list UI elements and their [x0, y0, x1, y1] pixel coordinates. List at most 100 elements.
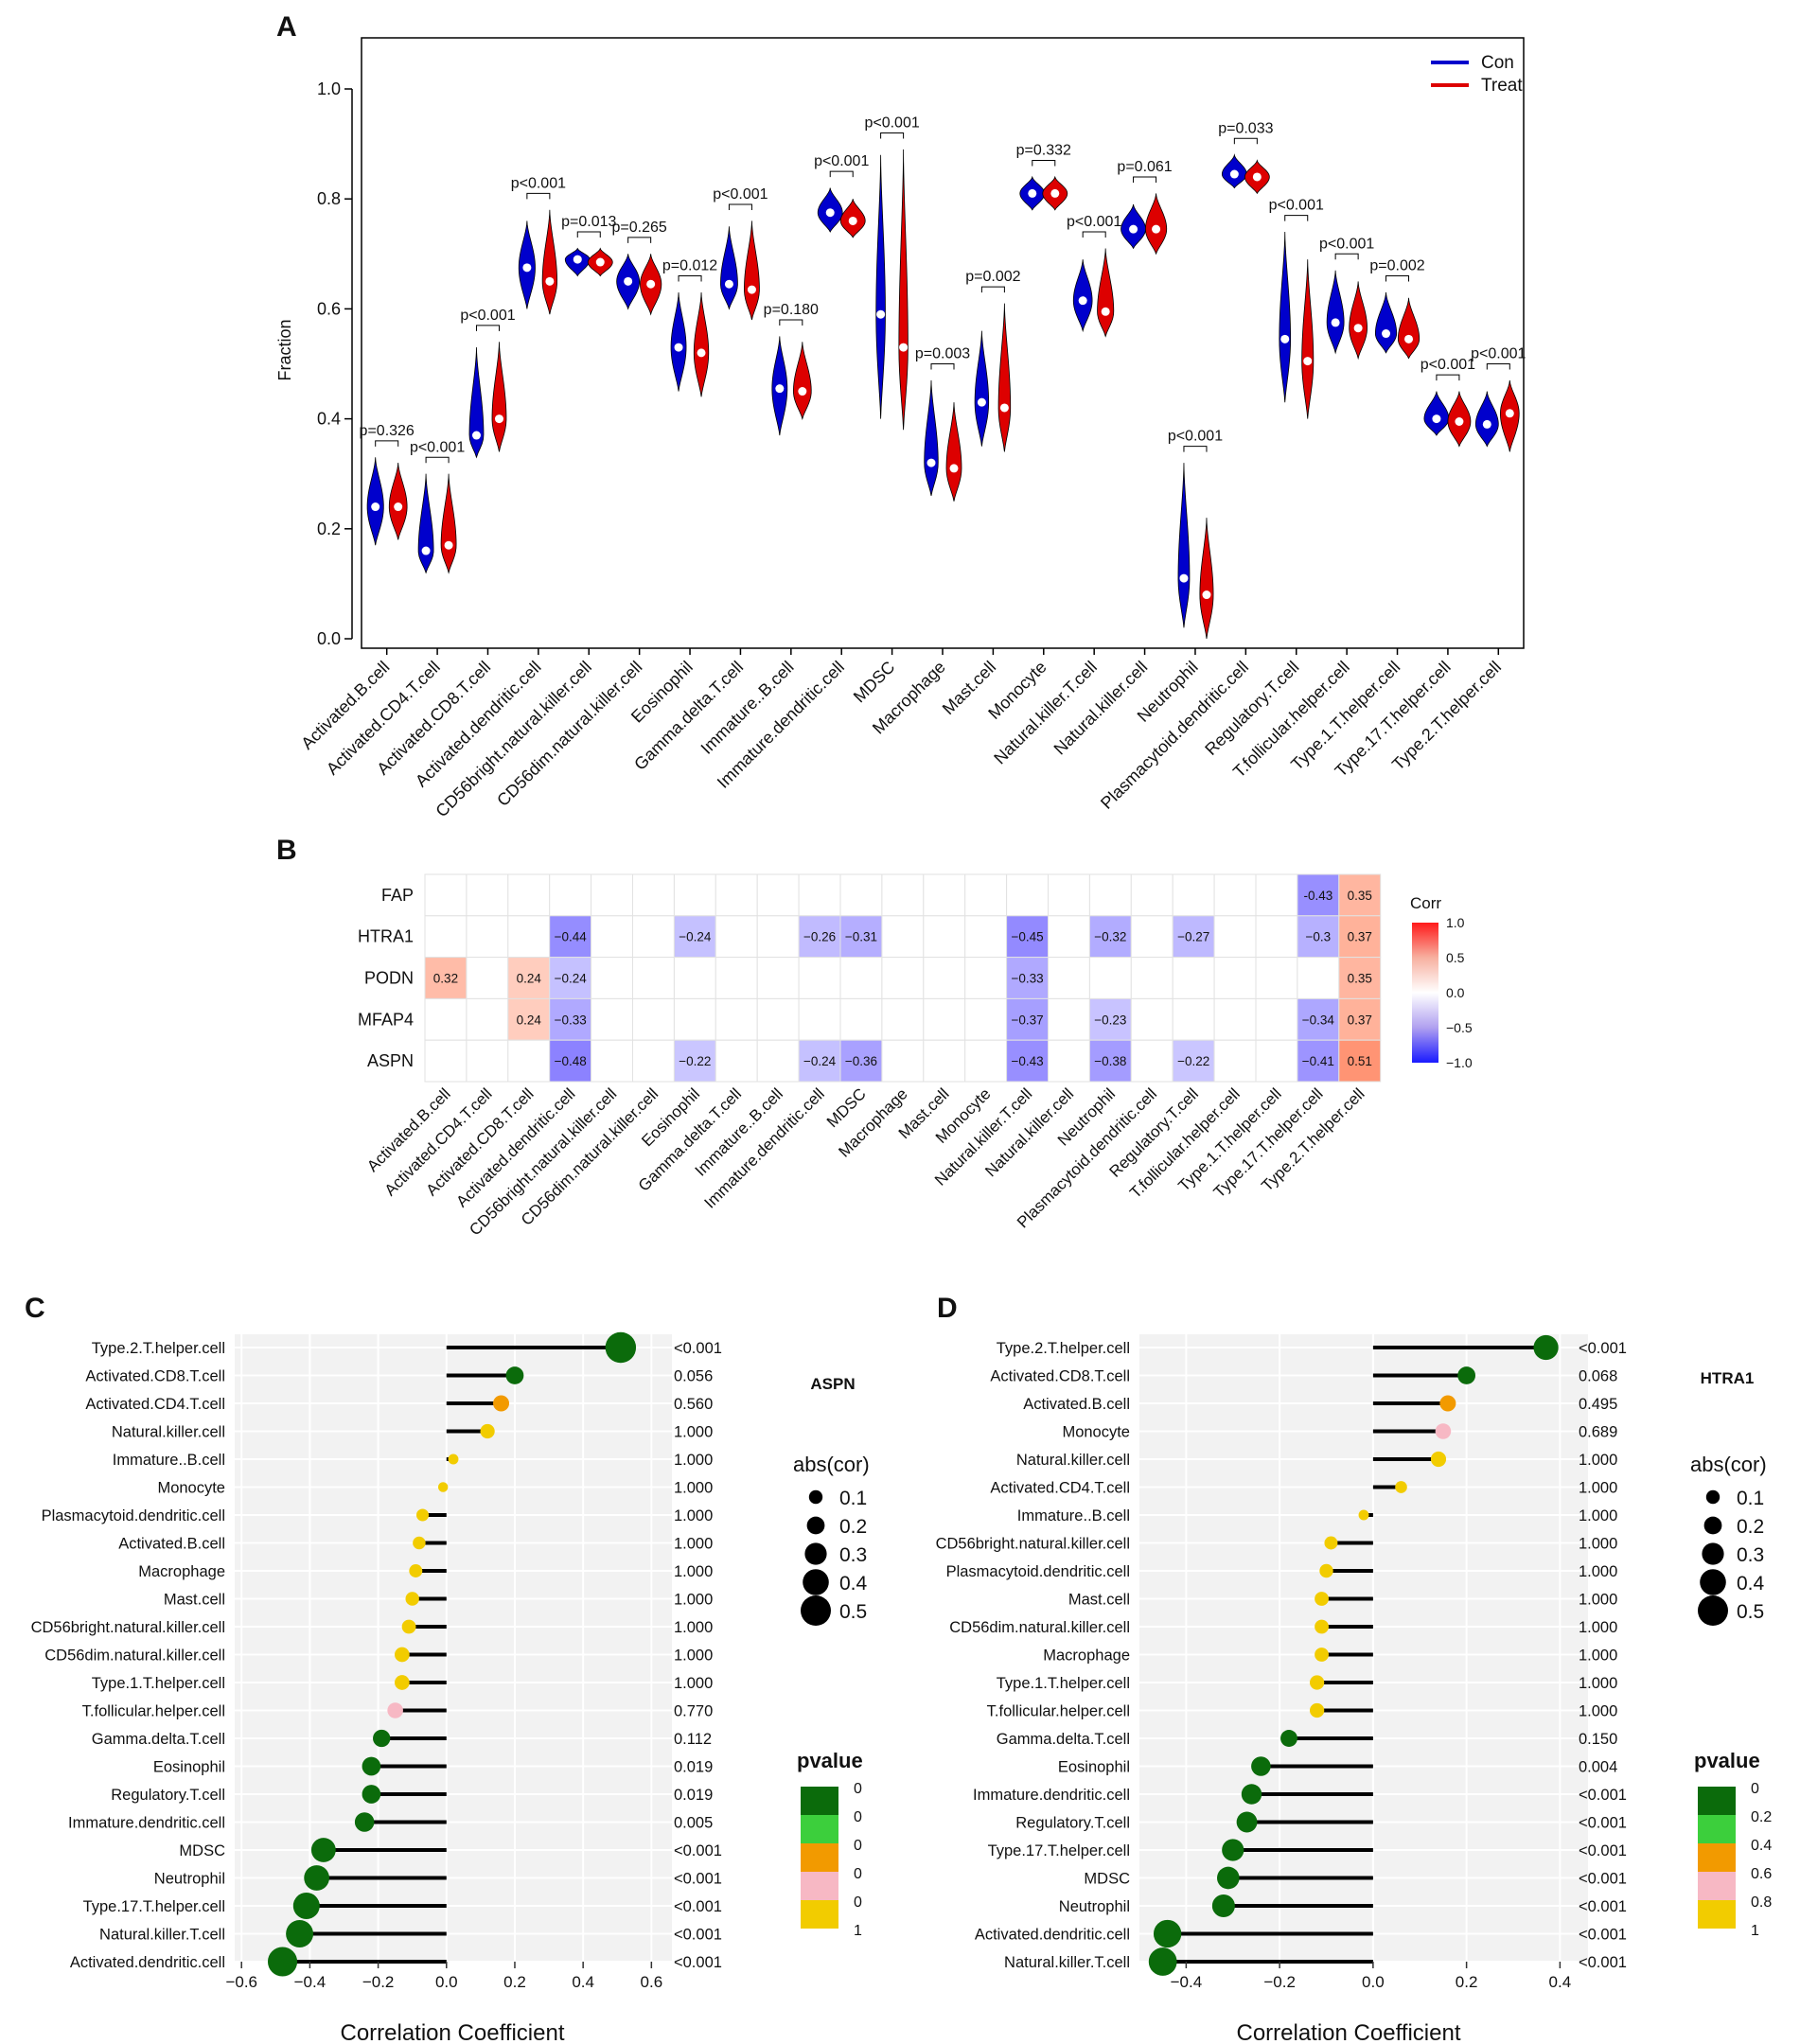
- row-pvalue: <0.001: [1579, 1871, 1627, 1888]
- heatmap-cell: [1213, 957, 1257, 999]
- lollipop-point: [480, 1423, 495, 1439]
- heatmap-cell: [1338, 997, 1382, 1041]
- lollipop-point: [1439, 1395, 1456, 1412]
- heatmap-cell: [1130, 1039, 1174, 1083]
- heatmap-cell: [424, 1039, 468, 1083]
- pvalue-label-10: p<0.001: [864, 115, 919, 131]
- heatmap-cell: [1088, 873, 1132, 917]
- pvalue-legend-label: 0.6: [1751, 1866, 1772, 1882]
- corr-legend-tick: −1.0: [1446, 1055, 1473, 1070]
- heatmap-cell-value: −0.38: [1094, 1054, 1126, 1068]
- heatmap-cell-value: 0.32: [433, 972, 458, 986]
- row-pvalue: 1.000: [674, 1563, 713, 1580]
- row-label: Eosinophil: [1058, 1759, 1130, 1776]
- lollipop-point: [373, 1729, 391, 1748]
- row-pvalue: 1.000: [1579, 1675, 1617, 1692]
- median-treat-18: [1303, 357, 1313, 366]
- heatmap-row-label: MFAP4: [358, 1010, 414, 1029]
- row-label: Immature.dendritic.cell: [68, 1815, 225, 1832]
- median-treat-14: [1101, 307, 1110, 316]
- heatmap-cell: [632, 957, 675, 999]
- heatmap-cell: [1255, 1039, 1298, 1083]
- row-label: Activated.dendritic.cell: [70, 1954, 225, 1971]
- median-con-20: [1382, 329, 1391, 339]
- pvalue-bracket-17: [1233, 137, 1258, 145]
- panel-b-legend: Corr 1.0 0.5 0.0 −0.5 −1.0: [1410, 894, 1473, 1070]
- pvalue-bracket-10: [880, 132, 905, 139]
- pvalue-bracket-8: [779, 319, 803, 326]
- row-pvalue: <0.001: [1579, 1842, 1627, 1859]
- x-tick-label: −0.2: [1263, 1973, 1296, 1991]
- pvalue-legend-title: pvalue: [1694, 1749, 1760, 1772]
- row-pvalue: 1.000: [674, 1648, 713, 1665]
- median-con-21: [1432, 414, 1441, 424]
- pvalue-legend-swatch: [801, 1872, 838, 1900]
- violin-con-6: [670, 291, 687, 392]
- lollipop-point: [413, 1536, 426, 1550]
- row-label: Mast.cell: [164, 1592, 225, 1609]
- median-treat-12: [999, 403, 1009, 413]
- panel-b-label: B: [276, 835, 297, 866]
- row-label: Regulatory.T.cell: [111, 1787, 225, 1804]
- legend-con-label: Con: [1481, 53, 1514, 73]
- panel-d: D Type.2.T.helper.cell <0.001 Activated.CD…: [936, 1293, 1773, 2044]
- pvalue-label-11: p=0.003: [915, 346, 970, 362]
- heatmap-cell: [923, 1039, 966, 1083]
- heatmap-cell: [715, 997, 758, 1041]
- corr-colorbar: [1412, 923, 1438, 1063]
- row-label: CD56dim.natural.killer.cell: [44, 1648, 225, 1665]
- violin-con-22: [1474, 391, 1499, 448]
- size-legend-label: 0.5: [839, 1601, 867, 1623]
- row-label: Immature.dendritic.cell: [973, 1787, 1130, 1804]
- pvalue-bracket-19: [1334, 253, 1359, 260]
- heatmap-cell-value: 0.24: [517, 972, 542, 986]
- heatmap-cell-value: −0.34: [1302, 1013, 1335, 1027]
- heatmap-cell-value: −0.32: [1094, 930, 1126, 944]
- size-legend-label: 0.1: [1737, 1488, 1764, 1509]
- lollipop-point: [1216, 1866, 1240, 1890]
- median-treat-2: [494, 414, 503, 424]
- heatmap-cell: [1172, 997, 1215, 1041]
- violin-treat-11: [945, 402, 962, 502]
- pvalue-legend-label: 0: [1751, 1781, 1759, 1797]
- heatmap-cell: [756, 915, 800, 959]
- pvalue-label-7: p<0.001: [713, 186, 768, 203]
- pvalue-bracket-9: [829, 170, 854, 178]
- panel-a-legend: Con Treat: [1431, 53, 1523, 96]
- heatmap-cell: [591, 957, 633, 999]
- heatmap-cell: [881, 997, 925, 1041]
- pvalue-legend-label: 0: [854, 1866, 862, 1882]
- pvalue-label-9: p<0.001: [814, 153, 869, 169]
- heatmap-cell: [756, 957, 800, 999]
- heatmap-cell: [632, 915, 675, 959]
- violin-con-10: [875, 154, 886, 419]
- heatmap-cell: [507, 1039, 551, 1083]
- x-tick-label: 0.2: [503, 1973, 526, 1991]
- heatmap-cell: [1048, 997, 1090, 1041]
- heatmap-cell: [715, 915, 758, 959]
- median-con-4: [573, 255, 582, 264]
- heatmap-cell: [591, 1039, 633, 1083]
- size-legend-title: abs(cor): [793, 1453, 870, 1476]
- panel-c-plot-bg: [235, 1334, 672, 1962]
- heatmap-row-label: HTRA1: [358, 927, 414, 946]
- median-con-18: [1280, 334, 1290, 344]
- violin-treat-0: [388, 463, 408, 540]
- heatmap-cell-value: −0.43: [1011, 1054, 1043, 1068]
- pvalue-bracket-15: [1133, 176, 1157, 183]
- heatmap-cell: [591, 915, 633, 959]
- heatmap-cell-value: −0.33: [555, 1013, 587, 1027]
- heatmap-cell: [881, 873, 925, 917]
- lollipop-point: [401, 1619, 416, 1634]
- lollipop-point: [1236, 1811, 1258, 1833]
- row-label: Macrophage: [1043, 1648, 1130, 1665]
- heatmap-cell: [1255, 957, 1298, 999]
- heatmap-cell-value: −0.22: [679, 1054, 711, 1068]
- heatmap-cell: [424, 873, 468, 917]
- row-label: CD56bright.natural.killer.cell: [31, 1619, 225, 1636]
- row-label: Eosinophil: [153, 1759, 225, 1776]
- row-label: T.follicular.helper.cell: [987, 1703, 1130, 1720]
- row-pvalue: 0.005: [674, 1815, 713, 1832]
- median-treat-4: [595, 257, 605, 267]
- heatmap-cell: [632, 997, 675, 1041]
